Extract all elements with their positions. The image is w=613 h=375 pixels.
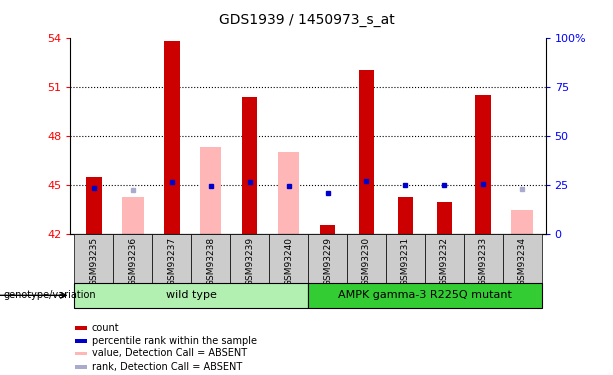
Text: genotype/variation: genotype/variation bbox=[3, 290, 96, 300]
Text: GSM93229: GSM93229 bbox=[323, 237, 332, 286]
Text: GSM93230: GSM93230 bbox=[362, 237, 371, 286]
Text: wild type: wild type bbox=[166, 290, 216, 300]
Text: GDS1939 / 1450973_s_at: GDS1939 / 1450973_s_at bbox=[219, 13, 394, 27]
Bar bbox=[386, 234, 425, 283]
Text: GSM93233: GSM93233 bbox=[479, 237, 488, 286]
Bar bbox=[152, 234, 191, 283]
Bar bbox=[191, 234, 230, 283]
Bar bbox=[230, 234, 269, 283]
Bar bbox=[476, 95, 491, 234]
Text: percentile rank within the sample: percentile rank within the sample bbox=[92, 336, 257, 346]
Bar bbox=[242, 97, 257, 234]
Bar bbox=[75, 365, 87, 369]
Text: GSM93231: GSM93231 bbox=[401, 237, 410, 286]
Text: GSM93240: GSM93240 bbox=[284, 237, 293, 286]
Text: value, Detection Call = ABSENT: value, Detection Call = ABSENT bbox=[92, 348, 247, 358]
Bar bbox=[164, 41, 180, 234]
Text: GSM93237: GSM93237 bbox=[167, 237, 177, 286]
Bar bbox=[75, 352, 87, 355]
Text: rank, Detection Call = ABSENT: rank, Detection Call = ABSENT bbox=[92, 362, 242, 372]
Text: GSM93236: GSM93236 bbox=[128, 237, 137, 286]
Bar bbox=[347, 234, 386, 283]
Bar bbox=[74, 234, 113, 283]
Bar bbox=[113, 234, 152, 283]
Bar bbox=[398, 196, 413, 234]
Bar bbox=[359, 70, 374, 234]
Bar bbox=[269, 234, 308, 283]
Text: GSM93232: GSM93232 bbox=[440, 237, 449, 286]
Bar bbox=[86, 177, 102, 234]
Bar bbox=[122, 196, 143, 234]
Bar bbox=[511, 210, 533, 234]
Text: GSM93234: GSM93234 bbox=[518, 237, 527, 286]
Bar bbox=[308, 234, 347, 283]
Text: GSM93238: GSM93238 bbox=[206, 237, 215, 286]
Text: AMPK gamma-3 R225Q mutant: AMPK gamma-3 R225Q mutant bbox=[338, 290, 512, 300]
Bar bbox=[75, 326, 87, 330]
Bar bbox=[320, 225, 335, 234]
Bar bbox=[464, 234, 503, 283]
Bar bbox=[425, 234, 464, 283]
Bar bbox=[200, 147, 221, 234]
Bar bbox=[308, 283, 542, 308]
Bar bbox=[75, 339, 87, 343]
Text: GSM93235: GSM93235 bbox=[89, 237, 98, 286]
Text: count: count bbox=[92, 323, 120, 333]
Text: GSM93239: GSM93239 bbox=[245, 237, 254, 286]
Bar bbox=[436, 202, 452, 234]
Bar bbox=[74, 283, 308, 308]
Bar bbox=[278, 152, 299, 234]
Bar bbox=[503, 234, 542, 283]
